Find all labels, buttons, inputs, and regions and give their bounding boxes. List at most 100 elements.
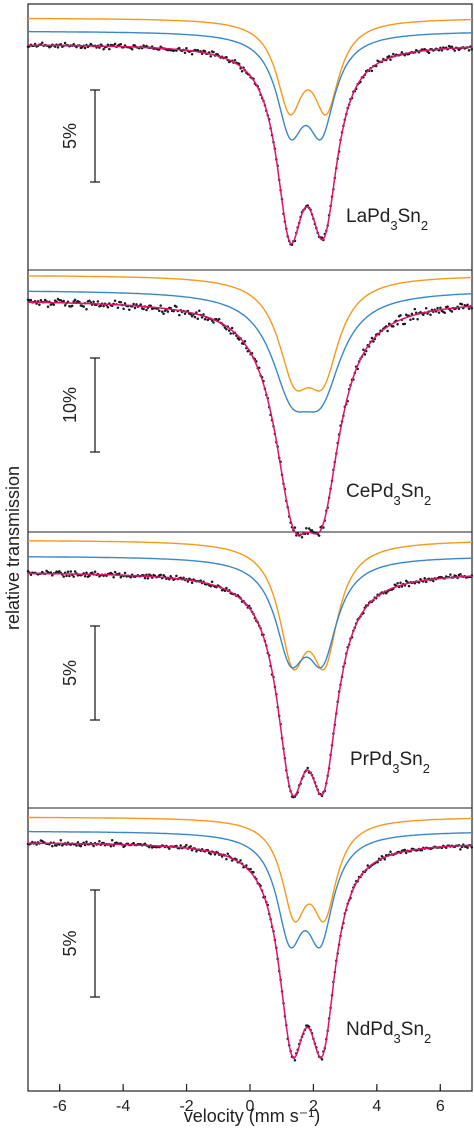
data-point bbox=[389, 850, 392, 853]
data-point bbox=[459, 572, 462, 576]
data-point bbox=[470, 307, 474, 310]
data-point bbox=[407, 584, 411, 588]
data-point bbox=[79, 844, 83, 848]
data-point bbox=[412, 317, 415, 321]
data-point bbox=[470, 48, 474, 51]
data-point bbox=[169, 574, 172, 578]
data-point bbox=[162, 312, 165, 316]
data-point bbox=[239, 859, 242, 862]
x-tick-label: 2 bbox=[309, 1098, 318, 1115]
component-blue-line bbox=[28, 30, 472, 141]
data-point bbox=[62, 575, 65, 578]
x-tick-label: -4 bbox=[116, 1098, 130, 1115]
data-point bbox=[123, 571, 127, 575]
data-point bbox=[182, 576, 185, 580]
data-point bbox=[41, 41, 44, 45]
data-point bbox=[73, 570, 77, 573]
data-point bbox=[175, 305, 178, 308]
x-tick-label: -2 bbox=[179, 1098, 193, 1115]
data-point bbox=[113, 299, 117, 303]
data-point bbox=[432, 579, 435, 583]
data-point bbox=[470, 846, 474, 849]
data-point bbox=[437, 311, 441, 314]
panel-PrPd3Sn2: 5% PrPd3Sn2 bbox=[26, 540, 474, 799]
data-point bbox=[249, 867, 252, 871]
data-point bbox=[108, 47, 111, 51]
data-point bbox=[392, 52, 395, 56]
data-point bbox=[427, 51, 431, 55]
data-point bbox=[386, 329, 389, 333]
data-point bbox=[183, 312, 187, 316]
data-point bbox=[426, 312, 429, 315]
data-point bbox=[245, 864, 248, 867]
data-point bbox=[63, 41, 67, 45]
data-point bbox=[423, 576, 426, 580]
data-point bbox=[422, 313, 425, 316]
data-point bbox=[93, 570, 97, 573]
data-point bbox=[166, 310, 170, 313]
data-point bbox=[233, 58, 237, 62]
data-point bbox=[72, 575, 75, 578]
data-point bbox=[52, 303, 55, 306]
data-point bbox=[102, 48, 105, 51]
x-axis: -6 -4 -2 0 2 4 6 bbox=[53, 1084, 445, 1115]
data-point bbox=[132, 841, 135, 845]
compound-label: PrPd3Sn2 bbox=[350, 749, 430, 776]
data-point bbox=[392, 325, 395, 328]
data-point bbox=[179, 844, 182, 847]
data-point bbox=[300, 535, 304, 539]
data-point bbox=[59, 839, 63, 842]
data-point bbox=[293, 526, 297, 529]
data-point bbox=[202, 313, 205, 316]
data-point bbox=[189, 313, 192, 316]
data-points bbox=[26, 297, 474, 539]
data-point bbox=[190, 848, 194, 852]
data-point bbox=[252, 871, 255, 874]
data-point bbox=[80, 46, 84, 49]
data-point bbox=[139, 303, 142, 306]
data-point bbox=[399, 314, 402, 317]
data-point bbox=[225, 327, 228, 331]
data-point bbox=[466, 303, 469, 306]
data-point bbox=[196, 317, 200, 320]
data-point bbox=[310, 529, 314, 532]
data-point bbox=[133, 44, 137, 47]
data-point bbox=[362, 348, 365, 352]
data-point bbox=[466, 846, 469, 850]
data-point bbox=[293, 1058, 297, 1062]
data-point bbox=[320, 1058, 324, 1061]
data-point bbox=[85, 571, 88, 575]
data-point bbox=[55, 844, 58, 847]
data-point bbox=[96, 300, 100, 303]
data-point bbox=[88, 299, 91, 303]
data-point bbox=[183, 51, 187, 55]
data-point bbox=[460, 303, 464, 306]
data-point bbox=[98, 839, 101, 843]
data-point bbox=[82, 305, 85, 308]
data-point bbox=[439, 306, 442, 310]
data-point bbox=[46, 305, 50, 308]
data-point bbox=[190, 52, 194, 56]
data-point bbox=[306, 766, 309, 770]
data-point bbox=[56, 46, 60, 49]
data-point bbox=[203, 317, 207, 321]
data-point bbox=[424, 307, 428, 310]
data-point bbox=[424, 580, 428, 584]
data-point bbox=[225, 857, 228, 861]
data-point bbox=[225, 55, 228, 59]
data-point bbox=[190, 581, 194, 584]
data-point bbox=[400, 51, 404, 54]
data-point bbox=[122, 307, 125, 311]
data-point bbox=[63, 304, 67, 307]
compound-label: NdPd3Sn2 bbox=[346, 1019, 431, 1046]
component-orange-line bbox=[28, 540, 473, 671]
data-point bbox=[51, 574, 54, 577]
component-orange-line bbox=[28, 17, 472, 116]
data-point bbox=[200, 316, 204, 319]
fit-line bbox=[28, 572, 472, 797]
data-point bbox=[112, 576, 115, 579]
fit-line bbox=[28, 301, 473, 536]
data-point bbox=[370, 336, 374, 340]
data-point bbox=[450, 310, 454, 313]
